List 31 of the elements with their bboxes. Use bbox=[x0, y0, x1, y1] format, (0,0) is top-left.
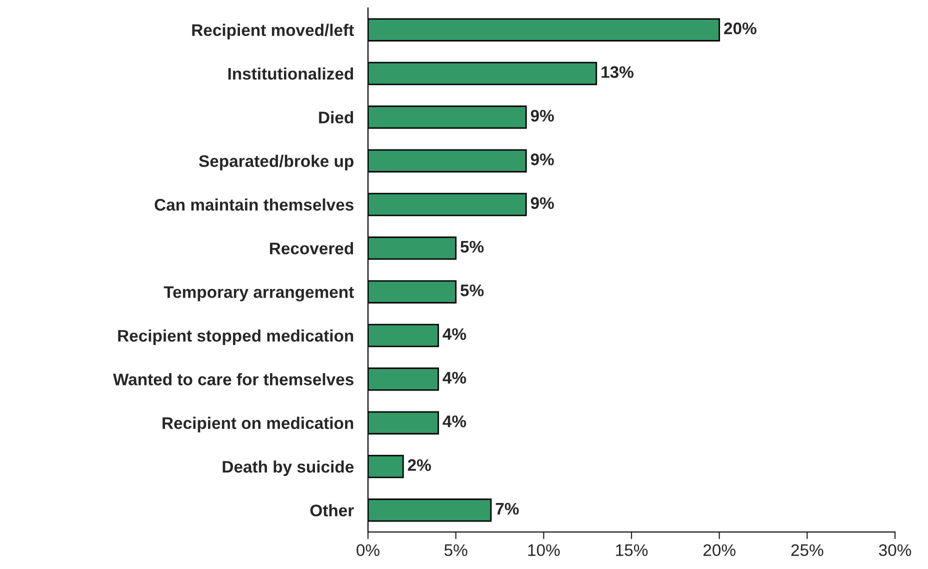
x-tick-label: 20% bbox=[703, 544, 736, 556]
y-tick-label: Recipient moved/left bbox=[192, 24, 354, 40]
y-tick-label: Other bbox=[310, 504, 354, 516]
data-label: 5% bbox=[460, 240, 484, 253]
y-tick-label: Separated/broke up bbox=[199, 154, 354, 170]
data-label: 13% bbox=[602, 66, 634, 78]
data-label: 5% bbox=[460, 284, 484, 296]
y-tick-label: Recipient stopped medication bbox=[118, 329, 354, 345]
y-tick-label: Recipient on medication bbox=[162, 416, 354, 432]
y-tick-label: Died bbox=[319, 111, 354, 124]
x-tick-label: 10% bbox=[528, 544, 560, 556]
y-tick-label: Institutionalized bbox=[228, 67, 354, 80]
x-tick-label: 25% bbox=[791, 544, 824, 556]
data-label: 20% bbox=[724, 22, 756, 34]
x-tick-label: 30% bbox=[878, 544, 912, 556]
data-label: 9% bbox=[530, 110, 554, 122]
y-tick-label: Wanted to care for themselves bbox=[113, 373, 354, 386]
y-tick-label: Can maintain themselves bbox=[154, 198, 354, 211]
x-tick-label: 15% bbox=[616, 544, 648, 556]
x-tick-label: 0% bbox=[356, 544, 380, 556]
data-label: 7% bbox=[496, 502, 519, 515]
data-label: 4% bbox=[442, 416, 466, 428]
data-label: 4% bbox=[442, 372, 466, 384]
data-label: 2% bbox=[408, 459, 431, 471]
y-tick-label: Recovered bbox=[270, 242, 354, 254]
y-tick-label: Death by suicide bbox=[222, 460, 354, 476]
x-tick-label: 5% bbox=[444, 544, 468, 556]
data-label: 4% bbox=[442, 328, 466, 340]
y-tick-label: Temporary arrangement bbox=[164, 286, 354, 302]
data-label: 9% bbox=[530, 197, 554, 209]
data-label: 9% bbox=[530, 154, 554, 166]
